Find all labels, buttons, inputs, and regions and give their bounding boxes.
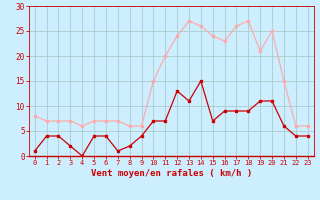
X-axis label: Vent moyen/en rafales ( km/h ): Vent moyen/en rafales ( km/h ) [91,169,252,178]
